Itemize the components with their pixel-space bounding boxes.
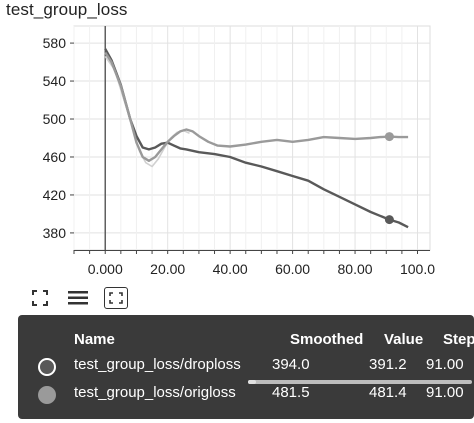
tooltip-header-value: Value — [384, 331, 424, 348]
y-tick-label: 380 — [43, 225, 67, 241]
x-tick-label: 100.0 — [400, 261, 435, 277]
y-tick-label: 580 — [43, 35, 67, 51]
tooltip-series-name: test_group_loss/droploss — [74, 356, 241, 373]
series-marker-droploss — [384, 215, 394, 225]
series-color-dot — [38, 358, 56, 376]
tooltip-smoothed-value: 481.5 — [272, 384, 310, 401]
fit-domain-icon[interactable] — [104, 287, 128, 309]
loss-line-chart[interactable]: 380 420 460 500 540 580 0.000 20.00 40.00 60.00 80… — [0, 22, 474, 284]
row-progress-bar — [248, 380, 472, 384]
series-tooltip: Name Smoothed Value Step test_group_loss… — [18, 315, 474, 419]
x-tick-label: 0.000 — [88, 261, 123, 277]
tooltip-step-value: 91.00 — [426, 384, 464, 401]
chart-title: test_group_loss — [6, 0, 128, 19]
series-color-dot — [38, 386, 56, 404]
series-line-droploss — [104, 48, 409, 229]
tooltip-raw-value: 391.2 — [369, 356, 407, 373]
series-marker-origloss — [384, 132, 394, 142]
x-tick-label: 60.00 — [275, 261, 310, 277]
tooltip-step-value: 91.00 — [426, 356, 464, 373]
legend-lines-icon[interactable] — [66, 287, 90, 309]
tooltip-row-origloss: test_group_loss/origloss 481.5 481.4 91.… — [18, 384, 474, 410]
x-tick-label: 80.00 — [338, 261, 373, 277]
y-tick-label: 500 — [43, 111, 67, 127]
tooltip-series-name: test_group_loss/origloss — [74, 384, 236, 401]
y-tick-label: 420 — [43, 187, 67, 203]
fullscreen-icon[interactable] — [28, 287, 52, 309]
tooltip-row-droploss: test_group_loss/droploss 394.0 391.2 91.… — [18, 356, 474, 384]
tooltip-header-smoothed: Smoothed — [290, 331, 364, 348]
tooltip-raw-value: 481.4 — [369, 384, 407, 401]
series-line-origloss — [104, 51, 409, 162]
tooltip-header-name: Name — [74, 331, 115, 348]
y-tick-label: 460 — [43, 149, 67, 165]
chart-toolbar — [28, 287, 128, 309]
x-tick-label: 40.00 — [213, 261, 248, 277]
x-tick-label: 20.00 — [150, 261, 185, 277]
tooltip-smoothed-value: 394.0 — [272, 356, 310, 373]
y-tick-label: 540 — [43, 73, 67, 89]
tooltip-header-step: Step — [443, 331, 474, 348]
